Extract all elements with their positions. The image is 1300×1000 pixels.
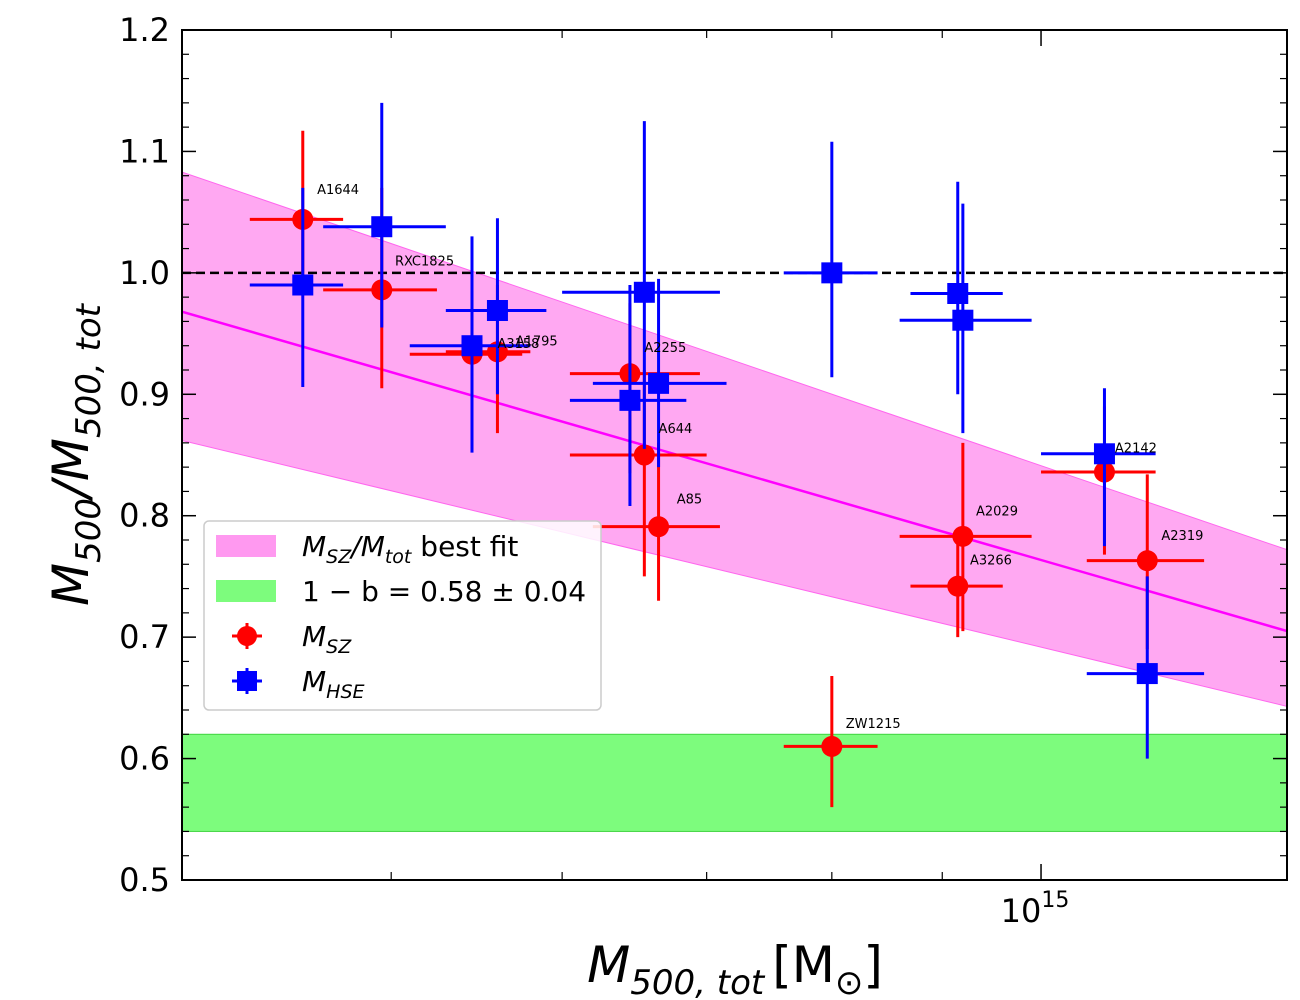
bias-band-layer bbox=[182, 733, 1287, 832]
cluster-label-a85: A85 bbox=[677, 493, 702, 508]
legend-bias-swatch bbox=[216, 580, 276, 602]
sz-series bbox=[249, 130, 1205, 808]
cluster-label-a2255: A2255 bbox=[644, 341, 686, 356]
sz-point-marker bbox=[648, 516, 670, 538]
hse-point-marker bbox=[1136, 663, 1158, 685]
y-tick-label: 0.6 bbox=[119, 740, 170, 778]
hse-point-marker bbox=[619, 389, 641, 411]
cluster-label-a1795: A1795 bbox=[516, 335, 558, 350]
cluster-label-a3158: A3158 bbox=[497, 337, 539, 352]
x-axis-title: M500, tot [M⊙] bbox=[587, 936, 883, 1000]
hse-point-marker bbox=[821, 262, 843, 284]
legend-sz-label: MSZ bbox=[302, 620, 352, 658]
data-points bbox=[249, 102, 1205, 808]
hse-point-marker bbox=[371, 216, 393, 238]
fit-best-line bbox=[182, 310, 1287, 633]
cluster-label-a2319: A2319 bbox=[1161, 529, 1203, 544]
bias-band bbox=[182, 733, 1287, 832]
legend: MSZ/Mtot best fit 1 − b = 0.58 ± 0.04 MS… bbox=[203, 520, 602, 711]
legend-box bbox=[203, 520, 602, 711]
hse-point-marker bbox=[952, 309, 974, 331]
fit-line-layer bbox=[182, 310, 1287, 633]
cluster-label-a2029: A2029 bbox=[976, 505, 1018, 520]
y-tick-label: 0.8 bbox=[119, 497, 170, 535]
hse-point-marker bbox=[486, 300, 508, 321]
cluster-label-a1644: A1644 bbox=[317, 183, 359, 198]
hse-point-marker bbox=[1093, 443, 1115, 465]
fit-confidence-band bbox=[182, 171, 1287, 707]
cluster-label-a3266: A3266 bbox=[970, 553, 1012, 568]
cluster-label-rxc1825: RXC1825 bbox=[395, 255, 454, 270]
legend-sz-marker bbox=[237, 626, 257, 646]
y-tick-label: 1.1 bbox=[119, 132, 170, 170]
hse-point-marker bbox=[461, 335, 483, 357]
y-tick-label: 0.5 bbox=[119, 861, 170, 899]
sz-point-marker bbox=[821, 735, 843, 757]
legend-hse-label: MHSE bbox=[302, 665, 365, 703]
cluster-label-a644: A644 bbox=[659, 422, 693, 437]
fit-band-layer bbox=[182, 171, 1287, 707]
legend-bias-label: 1 − b = 0.58 ± 0.04 bbox=[302, 575, 586, 608]
y-tick-label: 1.0 bbox=[119, 254, 170, 292]
x-tick-label: 1015 bbox=[1001, 888, 1070, 930]
hse-point-marker bbox=[633, 281, 655, 303]
legend-hse-marker bbox=[237, 671, 257, 691]
legend-fit-swatch bbox=[216, 535, 276, 557]
sz-point-marker bbox=[947, 575, 969, 597]
cluster-label-a2142: A2142 bbox=[1115, 442, 1157, 457]
sz-point-marker bbox=[1136, 550, 1158, 572]
hse-point-marker bbox=[648, 372, 670, 394]
cluster-label-zw1215: ZW1215 bbox=[846, 717, 901, 732]
hse-point-marker bbox=[292, 274, 314, 296]
sz-point-marker bbox=[633, 444, 655, 466]
y-tick-label: 1.2 bbox=[119, 11, 170, 49]
y-tick-label: 0.9 bbox=[119, 375, 170, 413]
axis-ticks: 0.5 0.6 0.7 0.8 0.9 1.0 1.1 1.2 1015 bbox=[119, 11, 1287, 930]
y-tick-label: 0.7 bbox=[119, 618, 170, 656]
plot-frame bbox=[181, 29, 1288, 881]
sz-point-marker bbox=[952, 525, 974, 547]
y-axis-title: M500/M500, tot bbox=[42, 302, 109, 606]
hse-point-marker bbox=[947, 283, 969, 304]
hse-series bbox=[249, 102, 1205, 759]
legend-fit-label: MSZ/Mtot best fit bbox=[302, 530, 518, 568]
